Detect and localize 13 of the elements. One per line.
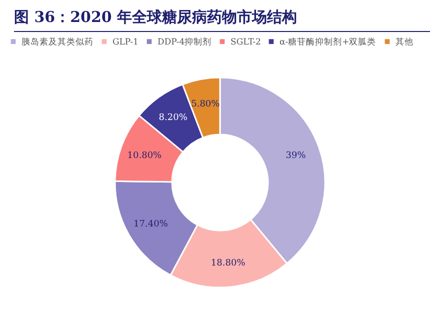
data-label: 17.40% (134, 219, 168, 230)
legend-label: α-糖苷酶抑制剂+双胍类 (280, 36, 376, 48)
legend-label: 胰岛素及其类似药 (22, 36, 94, 48)
data-label: 10.80% (127, 150, 162, 161)
data-label: 39% (286, 151, 306, 162)
chart-title: 图 36：2020 年全球糖尿病药物市场结构 (14, 8, 430, 32)
legend-label: DDP-4抑制剂 (158, 36, 212, 48)
legend-label: GLP-1 (112, 38, 138, 48)
legend-label: SGLT-2 (230, 38, 261, 48)
data-label: 5.80% (191, 99, 220, 110)
data-label: 18.80% (210, 258, 246, 269)
legend-label: 其他 (396, 36, 414, 48)
data-label: 8.20% (158, 113, 188, 124)
